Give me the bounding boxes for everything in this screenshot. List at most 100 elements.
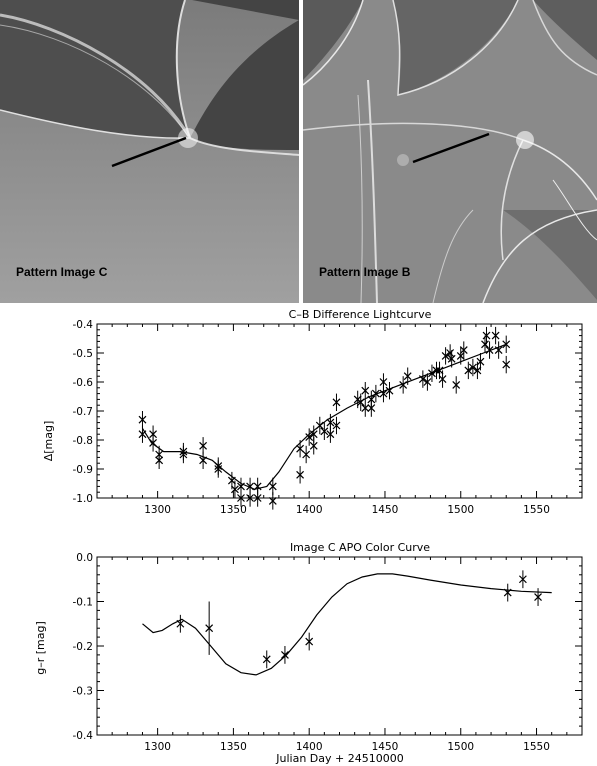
data-point bbox=[502, 340, 511, 349]
data-point bbox=[476, 357, 485, 366]
data-point bbox=[315, 421, 324, 430]
data-point bbox=[332, 421, 341, 430]
chart-0-title: C–B Difference Lightcurve bbox=[289, 308, 432, 321]
data-point bbox=[447, 354, 456, 363]
data-point bbox=[428, 369, 436, 378]
data-point bbox=[246, 482, 255, 491]
y-tick-label: -0.4 bbox=[73, 319, 94, 331]
pattern-image-b-label: Pattern Image B bbox=[319, 265, 411, 279]
data-point bbox=[309, 430, 318, 439]
data-point bbox=[418, 375, 427, 384]
data-point bbox=[320, 427, 329, 436]
data-point bbox=[452, 380, 461, 389]
data-point bbox=[518, 575, 527, 584]
data-point bbox=[356, 398, 365, 407]
x-tick-label: 1550 bbox=[523, 741, 550, 753]
data-point bbox=[494, 346, 503, 355]
fit-curve bbox=[141, 343, 507, 490]
data-point bbox=[149, 438, 158, 447]
data-point bbox=[246, 494, 255, 502]
data-point bbox=[199, 456, 208, 465]
data-point bbox=[305, 637, 314, 646]
chart-0-frame bbox=[96, 323, 583, 499]
data-point bbox=[268, 482, 277, 491]
data-point bbox=[464, 366, 473, 375]
chart-0-ylabel: Δ[mag] bbox=[42, 421, 55, 462]
x-tick-label: 1400 bbox=[296, 741, 323, 753]
data-point bbox=[371, 389, 380, 398]
data-point bbox=[491, 331, 500, 340]
y-tick-label: -0.2 bbox=[73, 641, 94, 653]
chart-color-curve: Image C APO Color Curve g–r [mag] Julian… bbox=[34, 541, 583, 765]
data-point bbox=[199, 441, 208, 450]
data-point bbox=[423, 378, 432, 386]
y-tick-label: -1.0 bbox=[73, 493, 94, 505]
pattern-image-c-label: Pattern Image C bbox=[16, 265, 108, 279]
data-point bbox=[485, 346, 494, 355]
data-point bbox=[534, 593, 542, 601]
data-point bbox=[379, 378, 388, 386]
data-point bbox=[399, 380, 408, 389]
data-point bbox=[481, 340, 489, 349]
y-tick-label: -0.7 bbox=[73, 406, 94, 418]
x-tick-label: 1300 bbox=[144, 504, 171, 516]
data-point bbox=[309, 441, 318, 450]
pattern-image-b: Pattern Image B bbox=[303, 0, 597, 303]
data-point bbox=[435, 366, 444, 375]
charts-svg: C–B Difference Lightcurve Δ[mag] 1300 135… bbox=[34, 308, 583, 765]
data-point bbox=[179, 450, 188, 459]
y-tick-label: -0.1 bbox=[73, 597, 94, 609]
data-point bbox=[205, 624, 214, 633]
x-tick-label: 1450 bbox=[372, 741, 399, 753]
x-tick-label: 1400 bbox=[296, 504, 323, 516]
data-point bbox=[502, 360, 511, 369]
data-point bbox=[227, 476, 236, 485]
pattern-image-b-graphic bbox=[303, 0, 597, 303]
x-tick-label: 1500 bbox=[447, 504, 474, 516]
data-point bbox=[253, 494, 262, 502]
data-point bbox=[296, 470, 305, 479]
data-point bbox=[367, 404, 376, 413]
data-point bbox=[456, 351, 465, 360]
chart-1-frame bbox=[96, 556, 583, 736]
fit-curve bbox=[142, 573, 552, 676]
x-tick-label: 1500 bbox=[447, 741, 474, 753]
data-point bbox=[138, 415, 147, 424]
y-tick-label: -0.6 bbox=[73, 377, 94, 389]
x-tick-label: 1350 bbox=[220, 504, 247, 516]
y-tick-label: -0.4 bbox=[73, 730, 94, 742]
y-tick-label: -0.3 bbox=[73, 686, 94, 698]
data-point bbox=[302, 450, 311, 459]
chart-difference-lightcurve: C–B Difference Lightcurve Δ[mag] 1300 135… bbox=[42, 308, 583, 516]
data-point bbox=[281, 650, 289, 659]
data-point bbox=[237, 482, 245, 491]
data-point bbox=[332, 398, 341, 407]
data-point bbox=[361, 404, 370, 413]
data-point bbox=[385, 386, 394, 395]
pattern-image-c-graphic bbox=[0, 0, 299, 303]
data-point bbox=[138, 430, 147, 439]
chart-1-ylabel: g–r [mag] bbox=[34, 621, 47, 675]
data-point bbox=[468, 363, 477, 372]
data-point bbox=[361, 386, 370, 395]
data-point bbox=[237, 494, 245, 502]
y-tick-label: -0.8 bbox=[73, 435, 94, 447]
data-point bbox=[296, 444, 305, 453]
data-point bbox=[262, 655, 271, 664]
y-tick-label: -0.5 bbox=[73, 348, 94, 360]
data-point bbox=[459, 346, 468, 355]
data-point bbox=[503, 588, 512, 597]
data-point bbox=[155, 456, 164, 465]
data-point bbox=[214, 465, 223, 473]
chart-1-xlabel: Julian Day + 24510000 bbox=[275, 752, 403, 765]
x-tick-label: 1550 bbox=[523, 504, 550, 516]
data-point bbox=[432, 366, 441, 375]
data-point bbox=[446, 349, 455, 357]
chart-1-title: Image C APO Color Curve bbox=[290, 541, 430, 554]
data-point bbox=[268, 496, 277, 505]
pattern-image-c: Pattern Image C bbox=[0, 0, 299, 303]
x-tick-label: 1350 bbox=[220, 741, 247, 753]
data-point bbox=[326, 430, 335, 439]
data-point bbox=[305, 433, 314, 442]
data-point bbox=[403, 372, 412, 381]
